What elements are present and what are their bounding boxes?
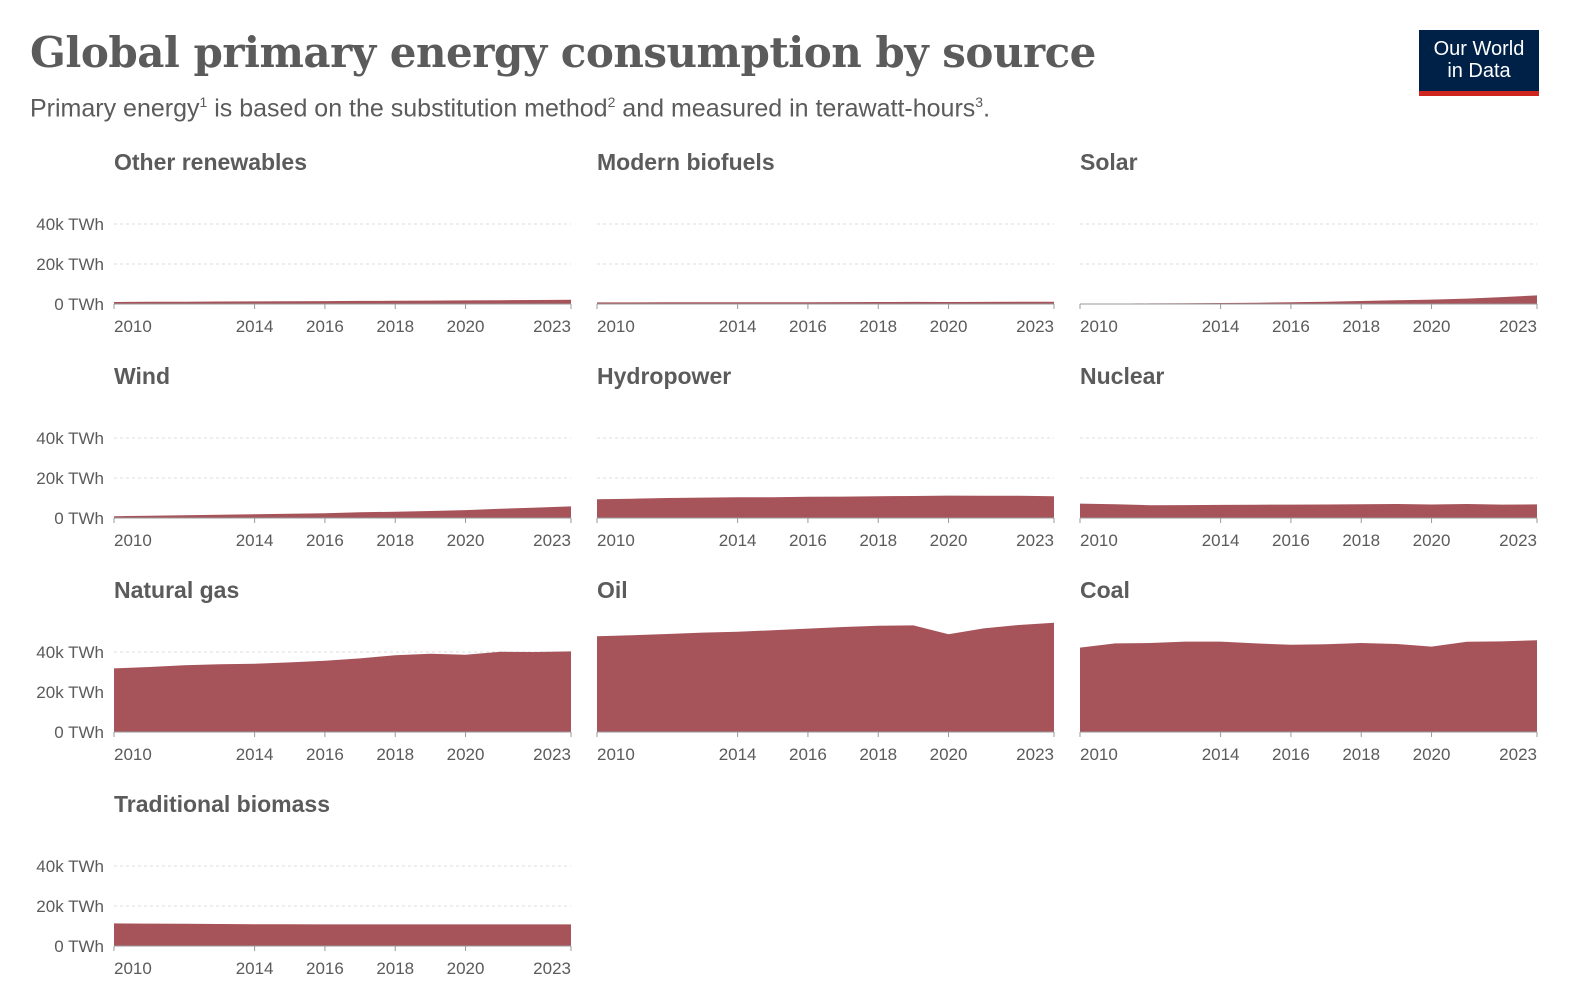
x-tick-label: 2023 bbox=[1016, 317, 1054, 336]
logo-line-1: Our World bbox=[1433, 38, 1525, 60]
chart-title: Global primary energy consumption by sou… bbox=[30, 28, 1096, 77]
x-tick-label: 2010 bbox=[597, 317, 635, 336]
x-tick-label: 2018 bbox=[1342, 317, 1380, 336]
y-tick-label: 20k TWh bbox=[36, 683, 104, 702]
x-tick-label: 2020 bbox=[447, 317, 485, 336]
x-tick-label: 2016 bbox=[789, 531, 827, 550]
x-tick-label: 2018 bbox=[1342, 745, 1380, 764]
x-tick-label: 2016 bbox=[306, 531, 344, 550]
x-tick-label: 2016 bbox=[1272, 745, 1310, 764]
x-tick-label: 2023 bbox=[1016, 531, 1054, 550]
x-tick-label: 2020 bbox=[447, 745, 485, 764]
x-tick-label: 2018 bbox=[376, 959, 414, 978]
x-tick-label: 2020 bbox=[930, 745, 968, 764]
owid-logo[interactable]: Our World in Data bbox=[1419, 30, 1539, 96]
x-tick-label: 2010 bbox=[114, 531, 152, 550]
x-tick-label: 2020 bbox=[930, 317, 968, 336]
x-tick-label: 2023 bbox=[1499, 531, 1537, 550]
x-tick-label: 2018 bbox=[376, 317, 414, 336]
y-tick-label: 40k TWh bbox=[36, 857, 104, 876]
x-tick-label: 2014 bbox=[719, 317, 757, 336]
x-tick-label: 2023 bbox=[533, 959, 571, 978]
x-tick-label: 2010 bbox=[114, 959, 152, 978]
x-tick-label: 2014 bbox=[236, 745, 274, 764]
x-tick-label: 2023 bbox=[1016, 745, 1054, 764]
panel-title-coal: Coal bbox=[1080, 577, 1130, 603]
y-tick-label: 20k TWh bbox=[36, 897, 104, 916]
panel-title-hydropower: Hydropower bbox=[597, 363, 731, 389]
panel-title-modern-biofuels: Modern biofuels bbox=[597, 149, 775, 175]
y-tick-label: 40k TWh bbox=[36, 429, 104, 448]
x-tick-label: 2010 bbox=[114, 745, 152, 764]
x-tick-label: 2016 bbox=[306, 317, 344, 336]
x-tick-label: 2020 bbox=[1413, 531, 1451, 550]
y-tick-label: 0 TWh bbox=[54, 937, 104, 956]
x-tick-label: 2018 bbox=[376, 745, 414, 764]
x-tick-label: 2018 bbox=[859, 745, 897, 764]
area-traditional-biomass bbox=[114, 923, 571, 946]
x-tick-label: 2016 bbox=[306, 745, 344, 764]
y-tick-label: 40k TWh bbox=[36, 215, 104, 234]
x-tick-label: 2010 bbox=[1080, 317, 1118, 336]
x-tick-label: 2016 bbox=[306, 959, 344, 978]
x-tick-label: 2023 bbox=[533, 317, 571, 336]
x-tick-label: 2010 bbox=[1080, 531, 1118, 550]
y-tick-label: 20k TWh bbox=[36, 255, 104, 274]
x-tick-label: 2023 bbox=[1499, 745, 1537, 764]
x-tick-label: 2014 bbox=[1202, 531, 1240, 550]
y-tick-label: 40k TWh bbox=[36, 643, 104, 662]
panel-title-nuclear: Nuclear bbox=[1080, 363, 1164, 389]
x-tick-label: 2010 bbox=[597, 745, 635, 764]
x-tick-label: 2014 bbox=[236, 959, 274, 978]
x-tick-label: 2010 bbox=[1080, 745, 1118, 764]
panel-title-wind: Wind bbox=[114, 363, 170, 389]
x-tick-label: 2014 bbox=[236, 317, 274, 336]
x-tick-label: 2018 bbox=[859, 317, 897, 336]
x-tick-label: 2023 bbox=[533, 745, 571, 764]
area-oil bbox=[597, 622, 1054, 732]
y-tick-label: 0 TWh bbox=[54, 723, 104, 742]
x-tick-label: 2016 bbox=[1272, 317, 1310, 336]
panel-title-solar: Solar bbox=[1080, 149, 1138, 175]
x-tick-label: 2014 bbox=[1202, 317, 1240, 336]
logo-line-2: in Data bbox=[1447, 60, 1511, 82]
y-tick-label: 0 TWh bbox=[54, 295, 104, 314]
panel-title-traditional-biomass: Traditional biomass bbox=[114, 791, 330, 817]
area-solar bbox=[1080, 295, 1537, 304]
x-tick-label: 2023 bbox=[1499, 317, 1537, 336]
x-tick-label: 2014 bbox=[719, 745, 757, 764]
x-tick-label: 2014 bbox=[236, 531, 274, 550]
x-tick-label: 2018 bbox=[376, 531, 414, 550]
y-tick-label: 20k TWh bbox=[36, 469, 104, 488]
x-tick-label: 2023 bbox=[533, 531, 571, 550]
panel-title-natural-gas: Natural gas bbox=[114, 577, 239, 603]
area-coal bbox=[1080, 640, 1537, 732]
x-tick-label: 2014 bbox=[1202, 745, 1240, 764]
x-tick-label: 2010 bbox=[114, 317, 152, 336]
x-tick-label: 2014 bbox=[719, 531, 757, 550]
y-tick-label: 0 TWh bbox=[54, 509, 104, 528]
x-tick-label: 2020 bbox=[1413, 317, 1451, 336]
x-tick-label: 2020 bbox=[447, 531, 485, 550]
x-tick-label: 2016 bbox=[1272, 531, 1310, 550]
x-tick-label: 2010 bbox=[597, 531, 635, 550]
x-tick-label: 2020 bbox=[930, 531, 968, 550]
area-hydropower bbox=[597, 495, 1054, 518]
x-tick-label: 2020 bbox=[447, 959, 485, 978]
x-tick-label: 2018 bbox=[1342, 531, 1380, 550]
chart-subtitle: Primary energy1 is based on the substitu… bbox=[30, 94, 991, 123]
x-tick-label: 2018 bbox=[859, 531, 897, 550]
area-wind bbox=[114, 506, 571, 518]
x-tick-label: 2016 bbox=[789, 745, 827, 764]
panel-title-other-renewables: Other renewables bbox=[114, 149, 307, 175]
x-tick-label: 2020 bbox=[1413, 745, 1451, 764]
x-tick-label: 2016 bbox=[789, 317, 827, 336]
area-modern-biofuels bbox=[597, 301, 1054, 304]
area-other-renewables bbox=[114, 299, 571, 304]
panel-title-oil: Oil bbox=[597, 577, 628, 603]
area-natural-gas bbox=[114, 651, 571, 732]
area-nuclear bbox=[1080, 503, 1537, 518]
